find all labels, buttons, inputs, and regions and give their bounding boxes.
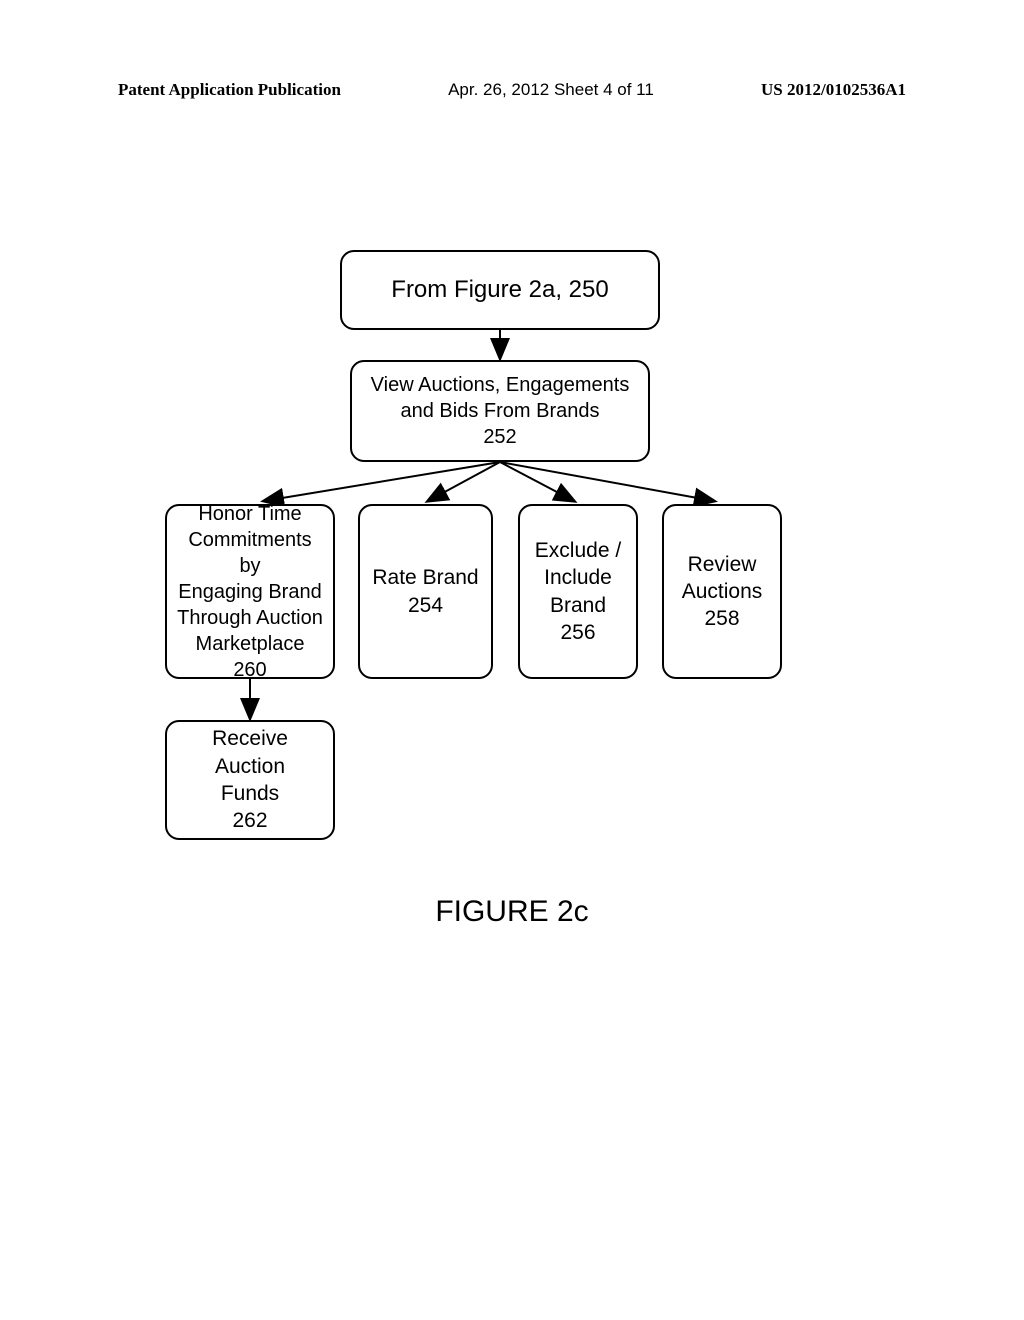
box-262: Receive Auction Funds 262 bbox=[165, 720, 335, 840]
flowchart-diagram: From Figure 2a, 250 View Auctions, Engag… bbox=[0, 250, 1024, 950]
box-256-line3: Brand bbox=[550, 592, 606, 619]
box-262-line2: Funds bbox=[221, 780, 279, 807]
box-262-line3: 262 bbox=[232, 807, 267, 834]
arrow-252-to-256 bbox=[500, 462, 574, 501]
box-256-line4: 256 bbox=[560, 619, 595, 646]
page-header: Patent Application Publication Apr. 26, … bbox=[118, 80, 906, 100]
arrow-252-to-258 bbox=[500, 462, 714, 501]
box-258: Review Auctions 258 bbox=[662, 504, 782, 679]
box-260-line1: Honor Time bbox=[198, 501, 301, 527]
box-254-line1: Rate Brand bbox=[372, 564, 478, 591]
box-260-line5: Marketplace bbox=[196, 631, 305, 657]
box-252: View Auctions, Engagements and Bids From… bbox=[350, 360, 650, 462]
box-256: Exclude / Include Brand 256 bbox=[518, 504, 638, 679]
box-260-line2: Commitments by bbox=[175, 527, 325, 579]
box-258-line3: 258 bbox=[704, 605, 739, 632]
box-256-line1: Exclude / bbox=[535, 537, 621, 564]
box-260-line4: Through Auction bbox=[177, 605, 323, 631]
header-right: US 2012/0102536A1 bbox=[761, 80, 906, 100]
header-center: Apr. 26, 2012 Sheet 4 of 11 bbox=[448, 80, 654, 100]
box-256-line2: Include bbox=[544, 564, 612, 591]
box-250: From Figure 2a, 250 bbox=[340, 250, 660, 330]
figure-label: FIGURE 2c bbox=[0, 895, 1024, 929]
box-260: Honor Time Commitments by Engaging Brand… bbox=[165, 504, 335, 679]
box-252-line2: and Bids From Brands bbox=[401, 398, 600, 424]
box-262-line1: Receive Auction bbox=[175, 725, 325, 780]
box-252-line1: View Auctions, Engagements bbox=[371, 372, 630, 398]
box-250-text: From Figure 2a, 250 bbox=[391, 274, 608, 305]
box-258-line2: Auctions bbox=[682, 578, 763, 605]
box-260-line3: Engaging Brand bbox=[178, 579, 321, 605]
header-left: Patent Application Publication bbox=[118, 80, 341, 100]
box-260-line6: 260 bbox=[233, 657, 266, 683]
box-258-line1: Review bbox=[688, 551, 757, 578]
box-252-line3: 252 bbox=[483, 424, 516, 450]
arrow-252-to-260 bbox=[264, 462, 500, 501]
arrow-252-to-254 bbox=[428, 462, 500, 501]
connectors-svg bbox=[0, 250, 1024, 950]
box-254-line2: 254 bbox=[408, 592, 443, 619]
box-254: Rate Brand 254 bbox=[358, 504, 493, 679]
